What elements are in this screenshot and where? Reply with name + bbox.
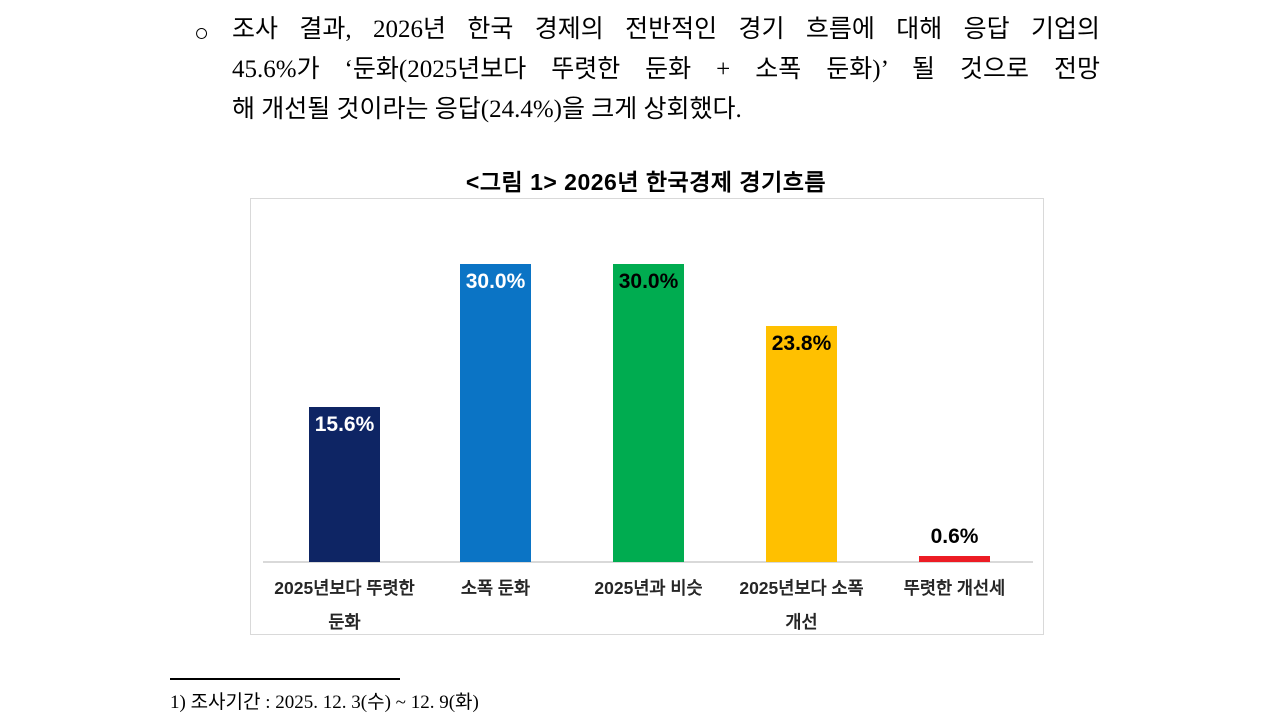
bullet-circle-icon: ○ <box>194 20 210 47</box>
footnote-text: 1) 조사기간 : 2025. 12. 3(수) ~ 12. 9(화) <box>170 692 479 713</box>
summary-paragraph: 조사 결과, 2026년 한국 경제의 전반적인 경기 흐름에 대해 응답 기업… <box>232 10 1100 130</box>
bar-5 <box>919 556 990 562</box>
bar-value-label-5: 0.6% <box>930 525 979 548</box>
paragraph-line-2: 45.6%가 ‘둔화(2025년보다 뚜렷한 둔화 + 소폭 둔화)’ 될 것으… <box>232 56 1100 83</box>
bar-value-label-3: 30.0% <box>618 270 679 293</box>
footnote-rule <box>170 678 400 680</box>
bar-value-label-1: 15.6% <box>314 413 375 436</box>
paragraph-line-3: 해 개선될 것이라는 응답(24.4%)을 크게 상회했다. <box>232 96 742 123</box>
bar-value-label-2: 30.0% <box>465 270 526 293</box>
bar-4 <box>766 326 837 562</box>
category-label-1: 2025년보다 뚜렷한 둔화 <box>274 578 415 632</box>
bar-3 <box>613 264 684 562</box>
bar-2 <box>460 264 531 562</box>
category-label-3: 2025년과 비슷 <box>594 578 703 598</box>
category-label-4: 2025년보다 소폭 개선 <box>739 578 864 632</box>
bar-1 <box>309 407 380 562</box>
category-label-2: 소폭 둔화 <box>460 578 531 598</box>
x-axis-line <box>263 561 1033 563</box>
category-label-5: 뚜렷한 개선세 <box>903 578 1006 598</box>
chart-title: <그림 1> 2026년 한국경제 경기흐름 <box>465 169 827 195</box>
paragraph-line-1: 조사 결과, 2026년 한국 경제의 전반적인 경기 흐름에 대해 응답 기업… <box>232 16 1100 43</box>
bar-value-label-4: 23.8% <box>771 332 832 355</box>
chart-area: 15.6% 2025년보다 뚜렷한 둔화 30.0% 소폭 둔화 30.0% 2025년과… <box>250 198 1044 635</box>
